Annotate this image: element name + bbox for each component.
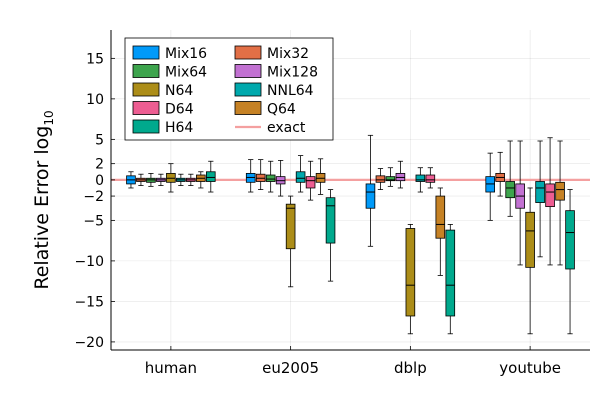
x-category-label: human xyxy=(145,359,197,377)
legend-swatch-nnl64 xyxy=(234,82,262,97)
box-q64-dblp xyxy=(435,187,446,276)
box-mix128-youtube xyxy=(515,140,525,266)
box-d64-human xyxy=(186,173,196,186)
box-mix128-human xyxy=(156,173,166,186)
box-h64-dblp xyxy=(445,224,456,335)
box-body xyxy=(545,183,555,208)
legend-swatch-d64 xyxy=(132,101,160,115)
legend-label-mix64: Mix64 xyxy=(165,65,207,81)
box-mix64-eu2005 xyxy=(265,160,276,193)
legend-swatch-q64 xyxy=(234,101,262,115)
box-mix32-dblp xyxy=(375,168,386,190)
y-axis-title-subscript: 10 xyxy=(42,110,56,125)
y-tick-label: 5 xyxy=(95,132,104,148)
y-axis-title: Relative Error log10 xyxy=(31,110,56,289)
legend-swatch-mix128 xyxy=(234,64,262,78)
legend-label-h64: H64 xyxy=(165,120,193,136)
y-tick-label: 15 xyxy=(86,51,104,67)
x-category-label: youtube xyxy=(499,359,561,377)
box-mix64-human xyxy=(146,172,156,187)
box-h64-youtube xyxy=(565,189,575,335)
box-body xyxy=(425,174,436,183)
box-body xyxy=(206,171,216,182)
legend-label-nnl64: NNL64 xyxy=(267,83,314,99)
y-tick-label: −10 xyxy=(74,254,104,270)
box-body xyxy=(365,183,376,209)
box-nnl64-dblp xyxy=(415,167,426,193)
legend-swatch-mix16 xyxy=(132,45,160,60)
box-d64-dblp xyxy=(425,167,436,189)
y-tick-label: 10 xyxy=(86,92,104,108)
box-n64-human xyxy=(166,163,176,193)
y-tick-label: −2 xyxy=(83,189,104,205)
legend-label-n64: N64 xyxy=(165,83,193,99)
legend-label-mix32: Mix32 xyxy=(267,46,309,62)
box-mix128-dblp xyxy=(395,160,406,189)
box-body xyxy=(405,228,416,317)
x-category-label: dblp xyxy=(394,359,427,377)
box-body xyxy=(415,174,426,182)
box-nnl64-human xyxy=(176,173,186,186)
box-mix16-human xyxy=(126,171,136,189)
legend-swatch-h64 xyxy=(132,119,160,134)
box-body xyxy=(385,176,396,182)
box-mix16-youtube xyxy=(485,152,495,221)
box-body xyxy=(525,211,535,268)
box-nnl64-eu2005 xyxy=(295,155,306,193)
box-body xyxy=(325,197,336,244)
box-body xyxy=(305,176,316,189)
box-mix16-dblp xyxy=(365,134,376,247)
box-q64-eu2005 xyxy=(315,158,326,195)
y-axis-title-main: Relative Error log xyxy=(31,126,53,290)
box-mix32-eu2005 xyxy=(255,159,266,190)
box-body xyxy=(375,175,386,183)
box-body xyxy=(555,181,565,201)
y-tick-label: −15 xyxy=(74,294,104,310)
box-q64-youtube xyxy=(555,140,565,266)
legend-label-q64: Q64 xyxy=(267,102,296,118)
box-mix32-human xyxy=(136,173,146,186)
y-tick-label: −5 xyxy=(83,213,104,229)
box-mix64-youtube xyxy=(505,140,515,217)
legend-label-mix16: Mix16 xyxy=(165,46,207,62)
y-tick-label: 2 xyxy=(95,157,104,173)
box-mix64-dblp xyxy=(385,167,396,187)
legend: Mix16 Mix32 Mix64 Mix128 N64 NNL64 D64 Q64 H64 ex… xyxy=(124,37,334,141)
box-body xyxy=(535,181,545,203)
box-mix16-eu2005 xyxy=(245,159,256,193)
box-d64-eu2005 xyxy=(305,160,316,201)
box-n64-youtube xyxy=(525,187,535,335)
box-body xyxy=(265,174,276,182)
box-nnl64-youtube xyxy=(535,140,545,258)
box-q64-human xyxy=(196,171,206,189)
box-body xyxy=(295,171,306,183)
box-h64-eu2005 xyxy=(325,189,336,282)
box-h64-human xyxy=(206,160,216,193)
y-tick-label: −20 xyxy=(74,335,104,351)
box-body xyxy=(505,181,515,199)
legend-label-d64: D64 xyxy=(165,102,194,118)
legend-swatch-mix32 xyxy=(234,45,262,60)
box-n64-dblp xyxy=(405,224,416,335)
y-tick-label: 0 xyxy=(95,173,104,189)
legend-swatch-n64 xyxy=(132,82,160,97)
box-mix32-youtube xyxy=(495,151,505,197)
box-mix128-eu2005 xyxy=(275,160,286,197)
x-category-label: eu2005 xyxy=(262,359,319,377)
legend-swatch-mix64 xyxy=(132,64,160,78)
legend-label-exact: exact xyxy=(267,120,306,136)
legend-label-mix128: Mix128 xyxy=(267,65,318,81)
box-n64-eu2005 xyxy=(285,195,296,288)
legend-box xyxy=(124,37,334,141)
box-d64-youtube xyxy=(545,137,555,266)
box-body xyxy=(435,195,446,239)
box-body xyxy=(565,210,575,270)
box-body xyxy=(445,229,456,317)
box-body xyxy=(285,203,296,250)
box-layer xyxy=(126,134,575,335)
